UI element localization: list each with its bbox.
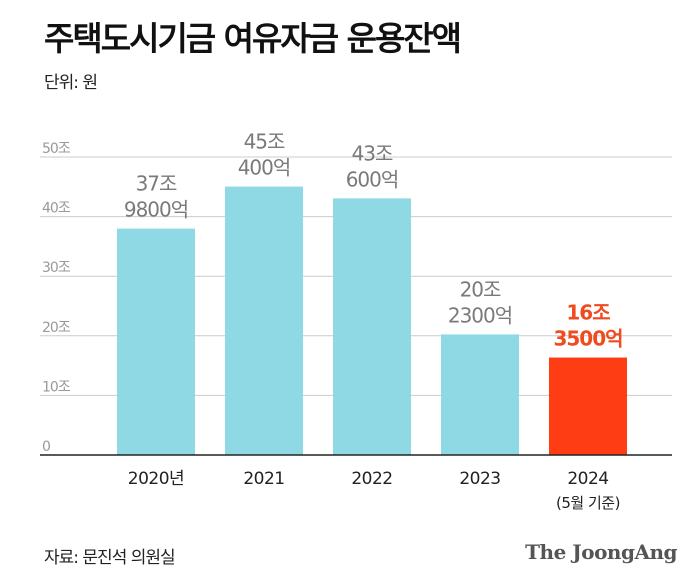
y-tick-label: 30조 bbox=[42, 260, 71, 276]
y-axis-ticks: 0 10조 20조 30조 40조 50조 bbox=[42, 141, 72, 455]
unit-label: 단위: 원 bbox=[44, 73, 98, 93]
x-tick-sublabel: (5월 기준) bbox=[556, 494, 620, 512]
data-label: 3500억 bbox=[553, 327, 622, 351]
data-label: 9800억 bbox=[124, 198, 188, 222]
data-label: 45조 bbox=[244, 130, 285, 154]
bar bbox=[333, 198, 411, 455]
x-tick-label: 2024 bbox=[567, 469, 608, 489]
y-tick-label: 10조 bbox=[42, 379, 71, 395]
data-label: 37조 bbox=[136, 172, 177, 196]
y-tick-label: 20조 bbox=[42, 320, 71, 336]
y-tick-label: 40조 bbox=[42, 201, 71, 217]
data-label: 16조 bbox=[566, 301, 610, 325]
x-tick-label: 2021 bbox=[243, 469, 284, 489]
data-label: 20조 bbox=[460, 277, 501, 301]
x-axis-ticks: 2020년 2021 2022 2023 2024 (5월 기준) bbox=[128, 469, 621, 512]
bar bbox=[549, 357, 627, 455]
x-tick-label: 2020년 bbox=[128, 469, 184, 489]
y-tick-label: 0 bbox=[42, 439, 50, 455]
bar bbox=[117, 228, 195, 455]
x-tick-label: 2023 bbox=[459, 469, 500, 489]
x-tick-label: 2022 bbox=[351, 469, 392, 489]
y-tick-label: 50조 bbox=[42, 141, 71, 157]
data-label: 2300억 bbox=[448, 303, 512, 327]
data-label: 43조 bbox=[352, 141, 393, 165]
source-note: 자료: 문진석 의원실 bbox=[44, 548, 176, 568]
bar bbox=[225, 186, 303, 456]
bar bbox=[441, 334, 519, 455]
data-label: 400억 bbox=[238, 156, 291, 180]
publisher-logo: The JoongAng bbox=[525, 540, 677, 564]
chart-title: 주택도시기금 여유자금 운용잔액 bbox=[44, 19, 462, 58]
bars bbox=[117, 186, 627, 456]
data-label: 600억 bbox=[346, 167, 399, 191]
